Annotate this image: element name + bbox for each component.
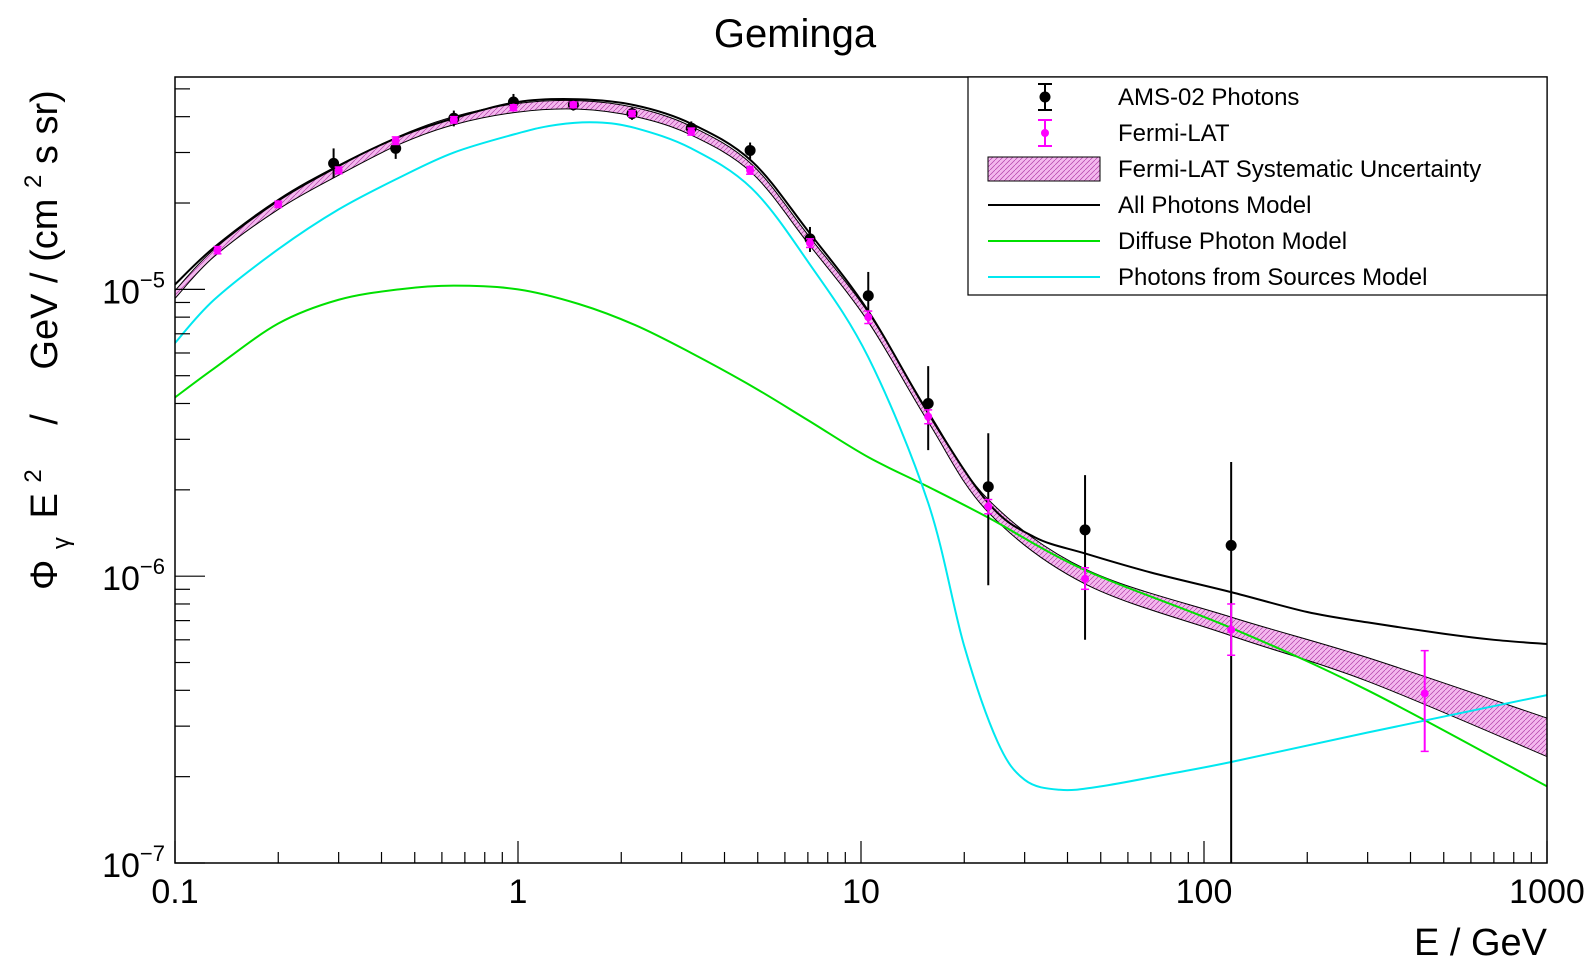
y-tick-exp: −7 — [140, 841, 165, 866]
legend-label: Diffuse Photon Model — [1118, 228, 1347, 255]
data-point — [805, 239, 814, 248]
legend-symbol-point — [1041, 129, 1049, 137]
data-point — [984, 502, 993, 511]
x-axis-label: E / GeV — [1414, 922, 1548, 964]
chart-title: Geminga — [714, 12, 877, 56]
data-point — [213, 246, 222, 255]
x-tick-label: 1 — [509, 873, 528, 911]
legend-symbol-band — [987, 156, 1101, 182]
data-point — [1420, 689, 1429, 698]
y-tick-label: 10−7 — [102, 841, 165, 885]
legend-box — [967, 76, 1548, 296]
data-point — [924, 412, 933, 421]
data-point — [1227, 625, 1236, 634]
legend-entry-photons-from-sources-model: Photons from Sources Model — [988, 264, 1427, 291]
data-point — [922, 397, 934, 409]
legend-label: AMS-02 Photons — [1118, 84, 1299, 111]
x-tick-label: 100 — [1176, 873, 1233, 911]
x-tick-label: 10 — [842, 873, 880, 911]
plot-frame — [174, 76, 1548, 864]
y-tick-label: 10−6 — [102, 554, 165, 598]
y-label-e: E — [24, 493, 66, 518]
y-tick-base: 10 — [102, 847, 140, 885]
svg-text:Φ γ E 2: Φ γ E 2 / GeV / (cm 2 s sr) — [8, 90, 78, 590]
data-point — [509, 103, 518, 112]
data-point — [862, 290, 874, 302]
legend-label: All Photons Model — [1118, 192, 1311, 219]
data-point — [334, 166, 343, 175]
y-label-sep: / — [24, 414, 66, 425]
y-label-phi: Φ — [24, 560, 66, 590]
data-point — [274, 200, 283, 209]
legend-label: Fermi-LAT — [1118, 120, 1230, 147]
legend: AMS-02 Photons Fermi-LAT Fermi-LAT Systema… — [967, 76, 1548, 296]
x-tick-label: 1000 — [1509, 873, 1585, 911]
y-axis-label: Φ γ E 2 / GeV / (cm 2 s sr) — [8, 90, 78, 590]
y-tick-base: 10 — [102, 273, 140, 311]
legend-entry-diffuse-photon-model: Diffuse Photon Model — [988, 228, 1347, 255]
y-tick-exp: −5 — [140, 267, 165, 292]
legend-label: Fermi-LAT Systematic Uncertainty — [1118, 156, 1481, 183]
series-line-diffuse-photon-model — [175, 284, 1547, 788]
y-label-unit-tail: s sr) — [24, 90, 66, 164]
data-point — [1225, 539, 1237, 551]
legend-entry-all-photons-model: All Photons Model — [988, 192, 1311, 219]
series-points-fermi-lat — [213, 100, 1429, 753]
legend-entry-fermi-lat: Fermi-LAT — [1038, 119, 1230, 147]
y-tick-exp: −6 — [140, 554, 165, 579]
y-label-e-exp: 2 — [20, 469, 47, 482]
data-point — [628, 109, 637, 118]
data-point — [390, 142, 402, 154]
legend-entry-fermi-lat-systematic-uncertainty: Fermi-LAT Systematic Uncertainty — [987, 156, 1481, 183]
data-point — [746, 166, 755, 175]
data-point — [744, 144, 756, 156]
y-label-phi-sub: γ — [48, 537, 75, 549]
data-point — [982, 481, 994, 493]
data-point — [569, 100, 578, 109]
legend-entry-ams-02-photons: AMS-02 Photons — [1038, 83, 1299, 111]
data-point — [391, 136, 400, 145]
legend-label: Photons from Sources Model — [1118, 264, 1427, 291]
y-label-unit: GeV / (cm — [24, 199, 66, 370]
y-label-unit-exp: 2 — [20, 175, 47, 188]
plot-area — [175, 93, 1547, 863]
data-point — [1079, 524, 1091, 536]
y-tick-label: 10−5 — [102, 267, 165, 311]
y-tick-base: 10 — [102, 560, 140, 598]
data-point — [449, 115, 458, 124]
series-line-photons-from-sources-model — [175, 121, 1547, 792]
data-point — [328, 157, 340, 169]
data-point — [864, 313, 873, 322]
x-tick-label: 0.1 — [151, 873, 198, 911]
data-point — [687, 127, 696, 136]
data-point — [1081, 574, 1090, 583]
legend-symbol-point — [1039, 91, 1051, 103]
